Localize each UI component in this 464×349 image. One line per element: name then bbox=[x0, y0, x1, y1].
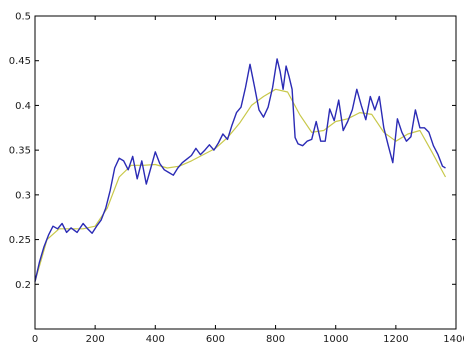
x-tick-label: 600 bbox=[206, 334, 225, 345]
y-tick-label: 0.3 bbox=[15, 190, 31, 201]
x-tick-label: 200 bbox=[86, 334, 105, 345]
y-tick-label: 0.35 bbox=[9, 146, 31, 157]
y-tick-label: 0.45 bbox=[9, 56, 31, 67]
x-tick-label: 400 bbox=[146, 334, 165, 345]
series-layer bbox=[34, 58, 447, 282]
y-tick-label: 0.5 bbox=[15, 12, 31, 23]
plot-frame bbox=[34, 15, 457, 330]
y-tick-label: 0.4 bbox=[15, 101, 31, 112]
x-tick-label: 800 bbox=[266, 334, 285, 345]
y-axis: 0.2 0.25 0.3 0.35 0.4 0.45 0.5 bbox=[9, 12, 456, 291]
x-tick-label: 1200 bbox=[383, 334, 408, 345]
series-line-1 bbox=[34, 58, 446, 282]
x-tick-label: 0 bbox=[32, 334, 38, 345]
x-tick-label: 1000 bbox=[323, 334, 348, 345]
y-tick-label: 0.25 bbox=[9, 235, 31, 246]
y-tick-label: 0.2 bbox=[15, 280, 31, 291]
